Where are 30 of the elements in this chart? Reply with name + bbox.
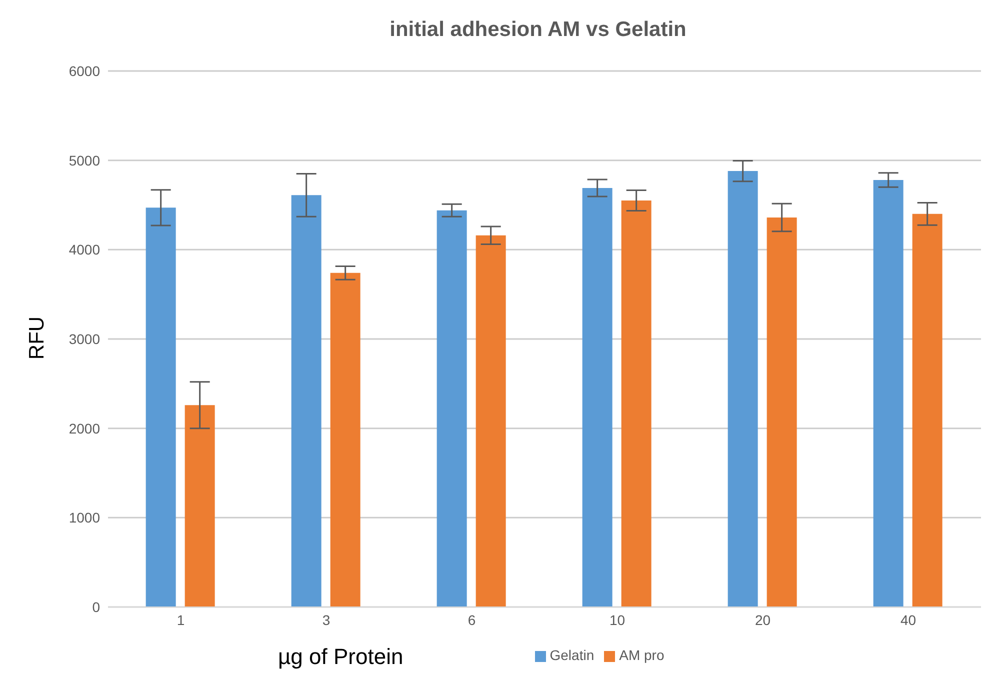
bar — [476, 235, 506, 607]
chart-title: initial adhesion AM vs Gelatin — [388, 18, 688, 42]
bar — [582, 188, 612, 607]
x-tick-label: 40 — [900, 612, 916, 628]
bar — [766, 218, 797, 607]
x-tick-label: 3 — [322, 612, 330, 628]
y-tick-label: 2000 — [68, 420, 100, 436]
bar — [291, 195, 322, 607]
bar — [184, 405, 215, 607]
y-tick-label: 4000 — [68, 242, 100, 258]
x-tick-label: 10 — [609, 612, 626, 628]
y-tick-label: 3000 — [68, 330, 100, 347]
legend-label: AM pro — [619, 647, 664, 663]
y-tick-label: 0 — [92, 598, 100, 615]
legend-label: Gelatin — [550, 647, 594, 663]
x-tick-label: 20 — [754, 612, 771, 628]
bar — [873, 180, 904, 607]
bar — [621, 200, 652, 607]
bar — [728, 171, 758, 607]
y-tick-label: 1000 — [68, 510, 100, 526]
bar — [912, 214, 942, 607]
x-tick-label: 6 — [468, 612, 476, 628]
y-tick-label: 5000 — [68, 152, 100, 168]
bar — [330, 272, 360, 607]
x-axis-title: µg of Protein — [278, 644, 404, 670]
y-axis-title: RFU — [26, 316, 50, 360]
bar — [146, 208, 176, 607]
y-tick-label: 6000 — [68, 62, 100, 79]
x-tick-label: 1 — [176, 612, 185, 628]
bar — [436, 210, 467, 607]
